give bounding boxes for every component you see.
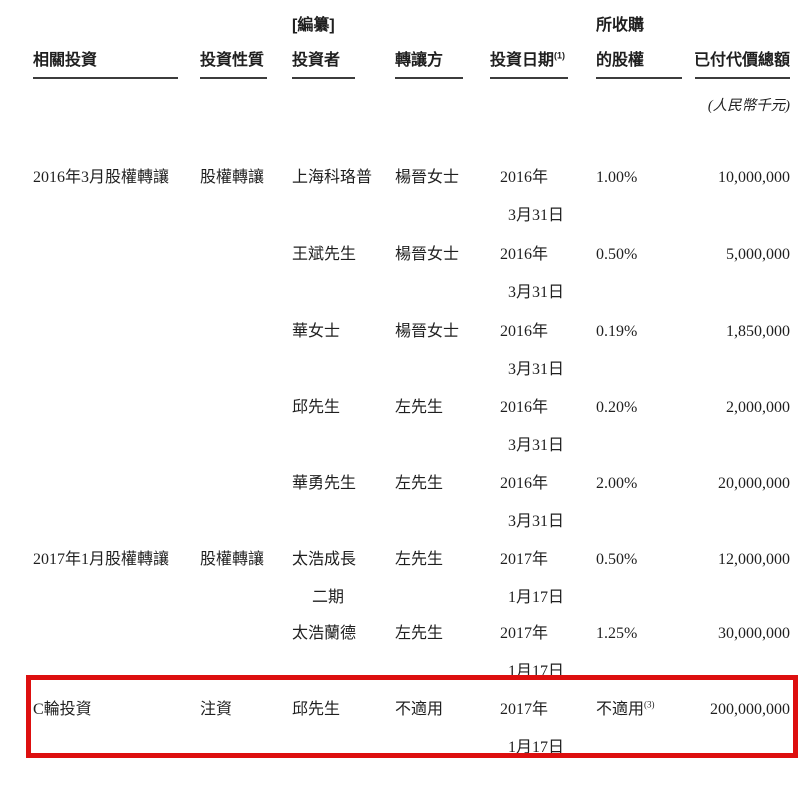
header-equity-acquired-line2: 的股權 [596,52,645,69]
header-investment-nature: 投資性質 [200,52,265,69]
header-investor: 投資者 [292,52,341,69]
header-rule-equity-acquired [596,77,682,79]
table-row: 邱先生 左先生 2016年 3月31日 0.20% 2,000,000 [0,398,808,458]
cell-investor: 太浩蘭德 [292,625,357,642]
cell-transferor: 左先生 [395,399,444,416]
cell-equity-acquired: 2.00% [596,475,638,492]
cell-related-investment: 2017年1月股權轉讓 [33,551,170,568]
cell-investment-nature: 股權轉讓 [200,169,265,186]
cell-investment-nature: 注資 [200,701,233,718]
cell-investor: 華勇先生 [292,475,357,492]
cell-investor: 邱先生 [292,399,341,416]
cell-equity-acquired: 1.00% [596,169,638,186]
table-row: 太浩蘭德 左先生 2017年 1月17日 1.25% 30,000,000 [0,624,808,684]
cell-consideration-paid: 2,000,000 [726,399,790,416]
header-rule-investment-date [490,77,568,79]
header-rule-investment-nature [200,77,267,79]
cell-transferor: 楊晉女士 [395,323,460,340]
cell-investment-date: 2016年 3月31日 [500,475,565,530]
cell-transferor: 楊晉女士 [395,169,460,186]
cell-equity-acquired: 1.25% [596,625,638,642]
footnote-ref-1: (1) [554,50,566,61]
cell-equity-acquired: 不適用(3) [596,699,655,718]
cell-related-investment: C輪投資 [33,701,92,718]
header-transferor: 轉讓方 [395,52,444,69]
cell-investment-date: 2016年 3月31日 [500,246,565,301]
header-related-investment: 相關投資 [33,52,98,69]
cell-consideration-paid: 10,000,000 [718,169,790,186]
cell-investment-date: 2017年 1月17日 [500,701,565,756]
header-investment-date-label: 投資日期 [490,52,555,69]
header-rule-investor [292,77,355,79]
cell-investment-date: 2017年 1月17日 [500,551,565,606]
cell-investor: 邱先生 [292,701,341,718]
cell-consideration-paid: 200,000,000 [710,701,790,718]
cell-investment-date: 2016年 3月31日 [500,399,565,454]
compile-bracket-label: [編纂] [292,17,335,34]
cell-consideration-paid: 1,850,000 [726,323,790,340]
table-row: 華女士 楊晉女士 2016年 3月31日 0.19% 1,850,000 [0,322,808,382]
cell-investor: 王斌先生 [292,246,357,263]
equity-acquired-header-line1: 所收購 [596,17,645,34]
cell-related-investment: 2016年3月股權轉讓 [33,169,170,186]
cell-investment-nature: 股權轉讓 [200,551,265,568]
cell-investment-date: 2016年 3月31日 [500,169,565,224]
cell-consideration-paid: 20,000,000 [718,475,790,492]
cell-investor: 華女士 [292,323,341,340]
table-row: 2016年3月股權轉讓 股權轉讓 上海科珞普 楊晉女士 2016年 3月31日 1.00% 1… [0,168,808,228]
header-investment-date: 投資日期(1) [490,51,572,71]
cell-transferor: 左先生 [395,551,444,568]
cell-equity-acquired: 0.20% [596,399,638,416]
cell-consideration-paid: 30,000,000 [718,625,790,642]
header-rule-consideration-paid [695,77,790,79]
table-row: 華勇先生 左先生 2016年 3月31日 2.00% 20,000,000 [0,474,808,534]
cell-equity-acquired: 0.50% [596,246,638,263]
cell-transferor: 楊晉女士 [395,246,460,263]
header-rule-related-investment [33,77,178,79]
cell-investment-date: 2016年 3月31日 [500,323,565,378]
footnote-ref-3: (3) [644,699,655,710]
cell-transferor: 左先生 [395,625,444,642]
cell-investment-date: 2017年 1月17日 [500,625,565,680]
table-row: 2017年1月股權轉讓 股權轉讓 太浩成長 二期 左先生 2017年 1月17日 0.50% 1… [0,550,808,610]
cell-consideration-paid: 5,000,000 [726,246,790,263]
header-consideration-paid: 已付代價總額 [693,52,790,69]
cell-investor: 太浩成長 二期 [292,551,357,606]
cell-investor: 上海科珞普 [292,169,373,186]
cell-transferor: 不適用 [395,701,444,718]
cell-transferor: 左先生 [395,475,444,492]
header-rule-transferor [395,77,463,79]
cell-consideration-paid: 12,000,000 [718,551,790,568]
table-row-highlighted: C輪投資 注資 邱先生 不適用 2017年 1月17日 不適用(3) 200,000,000 [0,700,808,760]
currency-unit-note: (人民幣千元) [707,98,790,114]
cell-equity-acquired: 0.50% [596,551,638,568]
cell-equity-acquired: 0.19% [596,323,638,340]
table-row: 王斌先生 楊晉女士 2016年 3月31日 0.50% 5,000,000 [0,245,808,305]
